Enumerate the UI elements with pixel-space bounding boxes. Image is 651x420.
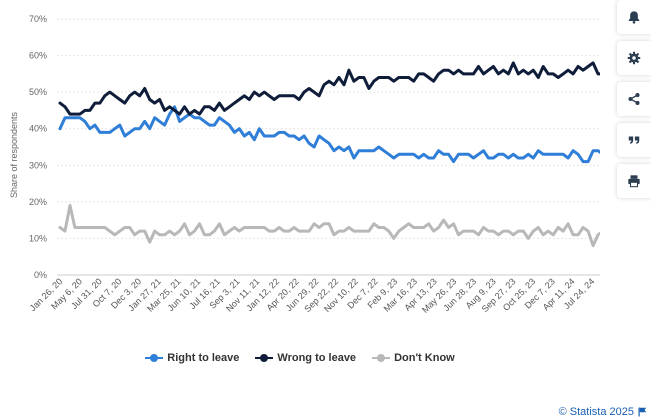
statista-credit[interactable]: © Statista 2025 — [559, 406, 647, 418]
y-tick-label: 50% — [29, 87, 47, 97]
legend-label: Wrong to leave — [277, 352, 357, 364]
y-tick-label: 20% — [29, 197, 47, 207]
credit-text: © Statista 2025 — [558, 406, 634, 418]
y-tick-label: 70% — [29, 14, 47, 24]
legend-item-right-to-leave[interactable]: Right to leave — [145, 352, 239, 364]
settings-icon — [627, 51, 641, 65]
legend-item-wrong-to-leave[interactable]: Wrong to leave — [255, 352, 356, 364]
legend-marker-icon — [255, 354, 274, 362]
y-tick-label: 30% — [29, 160, 47, 170]
notification-icon — [628, 11, 640, 24]
y-tick-label: 10% — [29, 233, 47, 243]
y-axis: 0% 10% 20% 30% 40% 50% 60% 70% — [29, 14, 47, 280]
legend-marker-icon — [145, 354, 164, 362]
y-tick-label: 60% — [29, 51, 47, 61]
series-line-right-to-leave[interactable] — [58, 105, 600, 166]
chart-toolbar — [617, 0, 651, 205]
legend-label: Right to leave — [167, 352, 240, 364]
y-tick-label: 0% — [34, 270, 47, 280]
y-axis-title: Share of respondents — [9, 111, 19, 198]
quote-icon — [628, 136, 640, 144]
series-line-don-t-know[interactable] — [58, 204, 600, 248]
settings-button[interactable] — [617, 41, 651, 75]
share-button[interactable] — [617, 82, 651, 116]
grid-lines — [57, 18, 600, 276]
series-layer — [58, 61, 600, 248]
legend: Right to leave Wrong to leave Don't Know — [0, 352, 600, 364]
print-button[interactable] — [617, 164, 651, 198]
cite-button[interactable] — [617, 123, 651, 157]
series-line-wrong-to-leave[interactable] — [58, 61, 600, 116]
legend-item-dont-know[interactable]: Don't Know — [372, 352, 455, 364]
chart-area: 0% 10% 20% 30% 40% 50% 60% 70% Jan 26, 20 May 6,… — [9, 14, 600, 315]
notification-button[interactable] — [617, 0, 651, 34]
legend-marker-icon — [372, 354, 391, 362]
share-icon — [628, 93, 640, 105]
print-icon — [628, 175, 640, 188]
legend-label: Don't Know — [394, 352, 455, 364]
y-tick-label: 40% — [29, 124, 47, 134]
flag-icon — [638, 407, 647, 417]
